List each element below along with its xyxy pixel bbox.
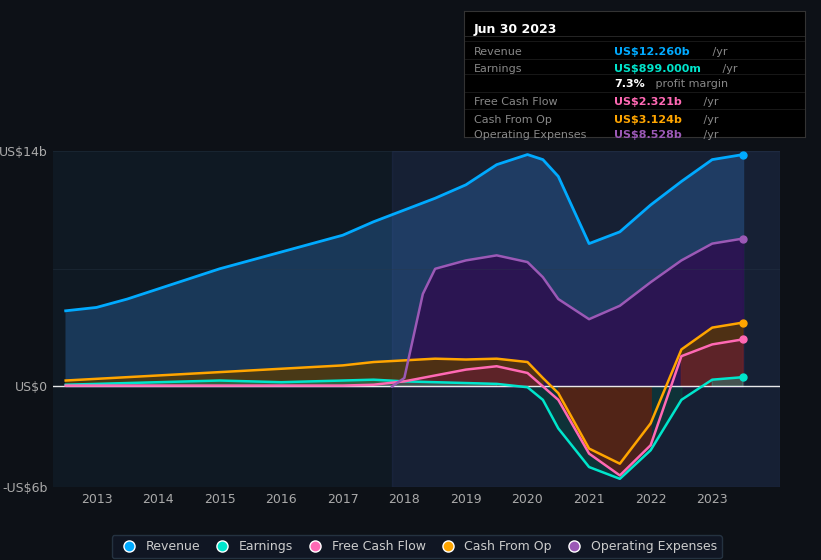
Text: /yr: /yr [718,64,737,74]
Text: /yr: /yr [699,97,718,107]
Text: US$2.321b: US$2.321b [614,97,681,107]
Text: /yr: /yr [709,46,727,57]
Legend: Revenue, Earnings, Free Cash Flow, Cash From Op, Operating Expenses: Revenue, Earnings, Free Cash Flow, Cash … [112,535,722,558]
Text: US$8.528b: US$8.528b [614,130,681,139]
Text: Operating Expenses: Operating Expenses [474,130,586,139]
Text: Jun 30 2023: Jun 30 2023 [474,22,557,35]
Text: 7.3%: 7.3% [614,80,644,89]
Text: /yr: /yr [699,115,718,124]
Text: Free Cash Flow: Free Cash Flow [474,97,557,107]
Text: US$3.124b: US$3.124b [614,115,681,124]
Text: Revenue: Revenue [474,46,523,57]
Bar [392,151,780,487]
Text: /yr: /yr [699,130,718,139]
Text: US$899.000m: US$899.000m [614,64,700,74]
Text: Cash From Op: Cash From Op [474,115,552,124]
Text: US$12.260b: US$12.260b [614,46,690,57]
Text: profit margin: profit margin [652,80,728,89]
Text: Earnings: Earnings [474,64,523,74]
